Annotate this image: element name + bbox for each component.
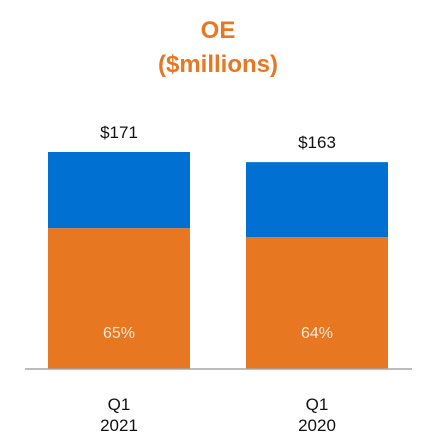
total-label-0: $171 — [100, 123, 138, 142]
bar-lower-segment-1 — [246, 237, 388, 369]
share-label-0: 65% — [103, 325, 135, 342]
chart-title: OE — [201, 17, 236, 44]
x-tick-label-0-1: 2021 — [100, 416, 138, 435]
bar-lower-segment-0 — [48, 228, 190, 369]
labels-group: 65% $171 Q1 2021 64% $163 Q1 2020 — [100, 123, 336, 435]
x-tick-label-1-0: Q1 — [306, 395, 329, 414]
share-label-1: 64% — [301, 325, 333, 342]
x-tick-label-0-0: Q1 — [108, 395, 131, 414]
bar-upper-segment-1 — [246, 162, 388, 238]
x-tick-label-1-1: 2020 — [298, 416, 336, 435]
total-label-1: $163 — [298, 133, 336, 152]
bars-group — [48, 152, 388, 369]
bar-upper-segment-0 — [48, 152, 190, 229]
chart-subtitle: ($millions) — [158, 51, 278, 78]
